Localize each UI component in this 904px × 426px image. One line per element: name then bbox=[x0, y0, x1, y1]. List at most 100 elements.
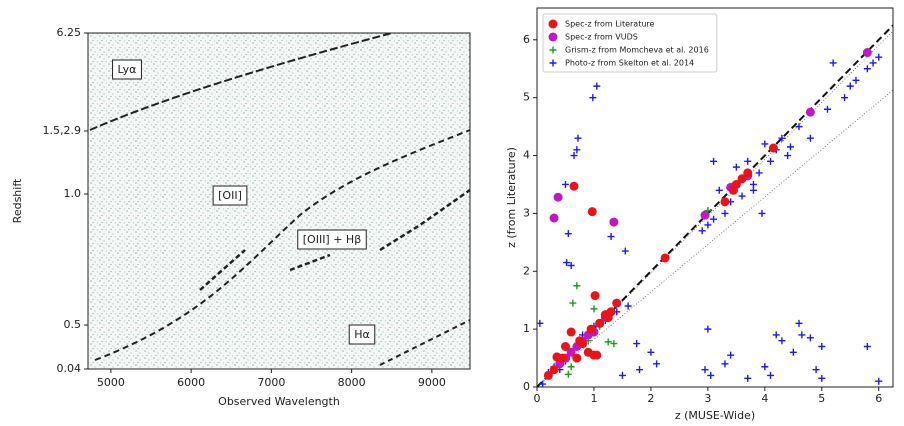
line-streak bbox=[94, 129, 471, 361]
point bbox=[595, 318, 605, 328]
point bbox=[818, 342, 826, 350]
point bbox=[806, 334, 814, 342]
point bbox=[875, 53, 883, 61]
annotation: Hα bbox=[354, 328, 370, 341]
x-tick-label: 2 bbox=[647, 392, 654, 405]
point bbox=[610, 340, 618, 348]
point bbox=[573, 282, 581, 290]
point bbox=[593, 82, 601, 90]
y-axis-label: Redshift bbox=[11, 178, 24, 223]
plot-frame bbox=[536, 7, 894, 388]
point bbox=[875, 377, 883, 385]
point bbox=[755, 169, 763, 177]
point bbox=[572, 353, 582, 363]
point bbox=[573, 146, 581, 154]
y-tick-label: 1.5,2.9 bbox=[43, 124, 81, 137]
point bbox=[574, 134, 582, 142]
point bbox=[795, 123, 803, 131]
y-tick-label: 1.0 bbox=[64, 187, 82, 200]
y-tick-label: 2 bbox=[523, 264, 530, 277]
point bbox=[778, 337, 786, 345]
x-tick-label: 3 bbox=[704, 392, 711, 405]
point bbox=[863, 65, 871, 73]
x-tick-label: 6000 bbox=[177, 376, 205, 389]
point bbox=[829, 59, 837, 67]
point bbox=[710, 215, 718, 223]
point bbox=[586, 324, 596, 334]
point bbox=[743, 168, 753, 178]
point bbox=[863, 342, 871, 350]
point bbox=[869, 59, 877, 67]
point bbox=[786, 143, 794, 151]
point bbox=[660, 253, 670, 263]
point bbox=[732, 163, 740, 171]
plot-area bbox=[537, 24, 893, 387]
annotation: Lyα bbox=[118, 63, 137, 76]
one-to-one-line bbox=[537, 24, 893, 387]
point bbox=[731, 179, 741, 189]
point bbox=[587, 207, 597, 217]
point bbox=[720, 197, 730, 207]
point bbox=[715, 186, 723, 194]
point bbox=[841, 94, 849, 102]
point bbox=[607, 233, 615, 241]
x-tick-label: 9000 bbox=[418, 376, 446, 389]
y-tick-label: 1 bbox=[523, 322, 530, 335]
legend: Spec-z from Literature Spec-z from VUDS Gr… bbox=[542, 13, 718, 73]
point bbox=[567, 261, 575, 269]
y-tick-label: 5 bbox=[523, 91, 530, 104]
x-tick-label: 1 bbox=[590, 392, 597, 405]
x-tick-label: 5 bbox=[818, 392, 825, 405]
y-tick-label: 6.25 bbox=[57, 26, 82, 39]
x-tick-label: 4 bbox=[761, 392, 768, 405]
legend-label: Spec-z from Literature bbox=[565, 20, 655, 29]
x-tick-label: 0 bbox=[534, 392, 541, 405]
legend-label: Photo-z from Skelton et al. 2014 bbox=[565, 59, 694, 68]
point bbox=[789, 348, 797, 356]
annotation: [OII] bbox=[218, 189, 242, 202]
y-tick-label: 4 bbox=[523, 149, 530, 162]
point bbox=[590, 291, 600, 301]
x-tick-label: 8000 bbox=[338, 376, 366, 389]
point bbox=[569, 299, 577, 307]
annotation-box bbox=[348, 324, 376, 345]
point bbox=[846, 82, 854, 90]
point bbox=[624, 302, 632, 310]
point bbox=[549, 365, 559, 375]
point bbox=[618, 371, 626, 379]
point bbox=[700, 210, 710, 220]
point bbox=[772, 331, 780, 339]
point bbox=[710, 157, 718, 165]
point bbox=[823, 105, 831, 113]
point bbox=[784, 152, 792, 160]
point bbox=[564, 370, 572, 378]
point bbox=[704, 325, 712, 333]
point bbox=[704, 221, 712, 229]
annotation-box bbox=[212, 185, 248, 206]
point bbox=[612, 298, 622, 308]
reference-line bbox=[537, 89, 893, 387]
point bbox=[727, 351, 735, 359]
y-tick-label: 6 bbox=[523, 33, 530, 46]
point bbox=[592, 350, 602, 360]
point bbox=[721, 360, 729, 368]
point bbox=[812, 366, 820, 374]
x-axis-label: Observed Wavelength bbox=[218, 395, 340, 408]
x-tick-label: 5000 bbox=[97, 376, 125, 389]
image-area bbox=[87, 32, 471, 370]
point bbox=[549, 59, 557, 67]
point bbox=[647, 348, 655, 356]
point bbox=[852, 76, 860, 84]
point bbox=[798, 331, 806, 339]
point bbox=[548, 32, 558, 42]
line-streak bbox=[199, 188, 471, 291]
point bbox=[566, 347, 576, 357]
x-axis-label: z (MUSE-Wide) bbox=[675, 409, 755, 422]
point bbox=[767, 371, 775, 379]
point bbox=[805, 107, 815, 117]
point bbox=[561, 180, 569, 188]
point bbox=[778, 134, 786, 142]
point bbox=[721, 209, 729, 217]
point bbox=[590, 305, 598, 313]
point bbox=[558, 353, 568, 363]
